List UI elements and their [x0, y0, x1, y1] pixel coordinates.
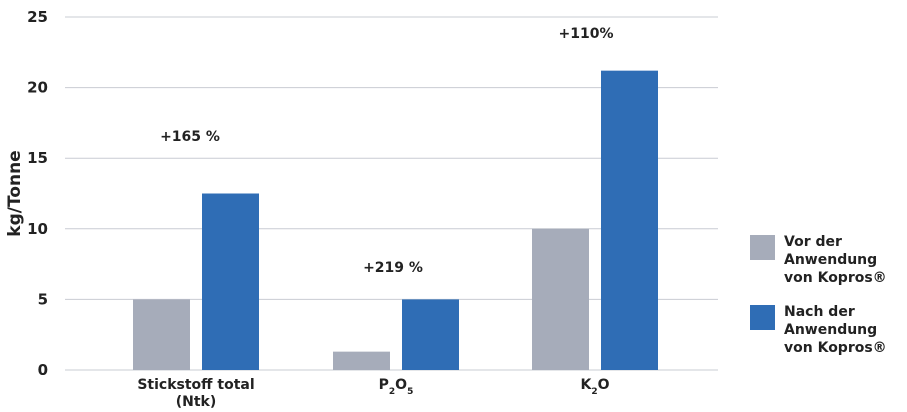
y-tick-label: 5: [38, 290, 48, 308]
x-axis-labels: Stickstoff total(Ntk) P2O5 K2O: [137, 377, 609, 410]
x-tick-label: Stickstoff total: [137, 377, 254, 393]
y-tick-label: 15: [27, 149, 48, 167]
y-tick-label: 10: [27, 220, 48, 238]
x-tick-label: K2O: [580, 377, 609, 397]
legend: Vor der Anwendung von Kopros® Nach der A…: [750, 233, 907, 373]
y-tick-label: 25: [27, 8, 48, 26]
legend-item-nach: Nach der Anwendung von Kopros®: [750, 303, 907, 357]
bar-vor: [333, 351, 390, 370]
legend-swatch-nach: [750, 305, 775, 330]
y-axis-label: kg/Tonne: [5, 150, 25, 236]
annotations: +165 % +219 % +110%: [160, 26, 613, 276]
legend-label-vor: Vor der Anwendung von Kopros®: [784, 234, 887, 286]
legend-label-nach: Nach der Anwendung von Kopros®: [784, 304, 887, 356]
y-axis-ticks: 0 5 10 15 20 25: [27, 8, 48, 379]
change-annotation: +219 %: [363, 260, 423, 276]
bar-nach: [402, 299, 459, 370]
bar-vor: [133, 299, 190, 370]
bar-nach: [202, 193, 259, 370]
x-tick-label: P2O5: [379, 377, 414, 397]
change-annotation: +165 %: [160, 129, 220, 145]
bars: [133, 70, 658, 370]
change-annotation: +110%: [559, 26, 614, 42]
y-tick-label: 20: [27, 79, 48, 97]
x-tick-label: (Ntk): [176, 394, 217, 410]
y-tick-label: 0: [38, 361, 48, 379]
bar-nach: [601, 70, 658, 370]
legend-swatch-vor: [750, 235, 775, 260]
legend-item-vor: Vor der Anwendung von Kopros®: [750, 233, 907, 287]
bar-vor: [532, 228, 589, 370]
